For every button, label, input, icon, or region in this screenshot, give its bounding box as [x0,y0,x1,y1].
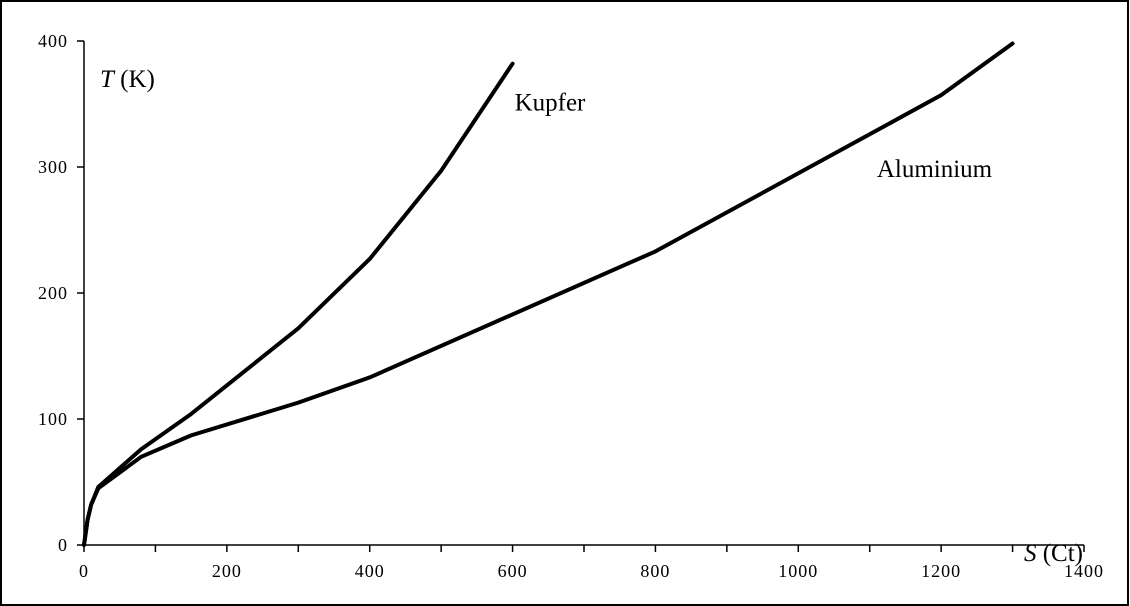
x-ticks: 0 200 400 600 800 1000 1200 1400 [79,545,1104,581]
x-tick-label: 1000 [778,561,818,581]
series-line-kupfer [82,61,515,547]
x-tick-label: 800 [640,561,670,581]
y-axis-unit: (K) [114,66,155,93]
y-ticks: 0 100 200 300 400 [38,31,84,555]
x-tick-label: 400 [355,561,385,581]
x-axis-unit: (Ct) [1036,540,1083,567]
x-tick-label: 1200 [921,561,961,581]
y-tick-label: 200 [38,283,68,303]
series-lines [82,41,1015,547]
x-tick-label: 0 [79,561,89,581]
x-tick-label: 200 [212,561,242,581]
y-tick-label: 400 [38,31,68,51]
x-tick-label: 600 [498,561,528,581]
axes [83,41,1084,546]
y-tick-label: 300 [38,157,68,177]
series-label-kupfer: Kupfer [515,89,586,116]
series-line-aluminium [82,41,1015,547]
series-labels: Kupfer Aluminium [515,89,993,183]
y-axis-label: T (K) [100,66,155,93]
y-axis-variable: T [100,66,116,93]
x-axis-label: S (Ct) [1024,540,1083,567]
series-label-aluminium: Aluminium [877,156,993,183]
y-tick-label: 0 [58,535,68,555]
x-axis-variable: S [1024,540,1037,567]
y-tick-label: 100 [38,409,68,429]
x-tick-label: 1400 [1064,561,1104,581]
